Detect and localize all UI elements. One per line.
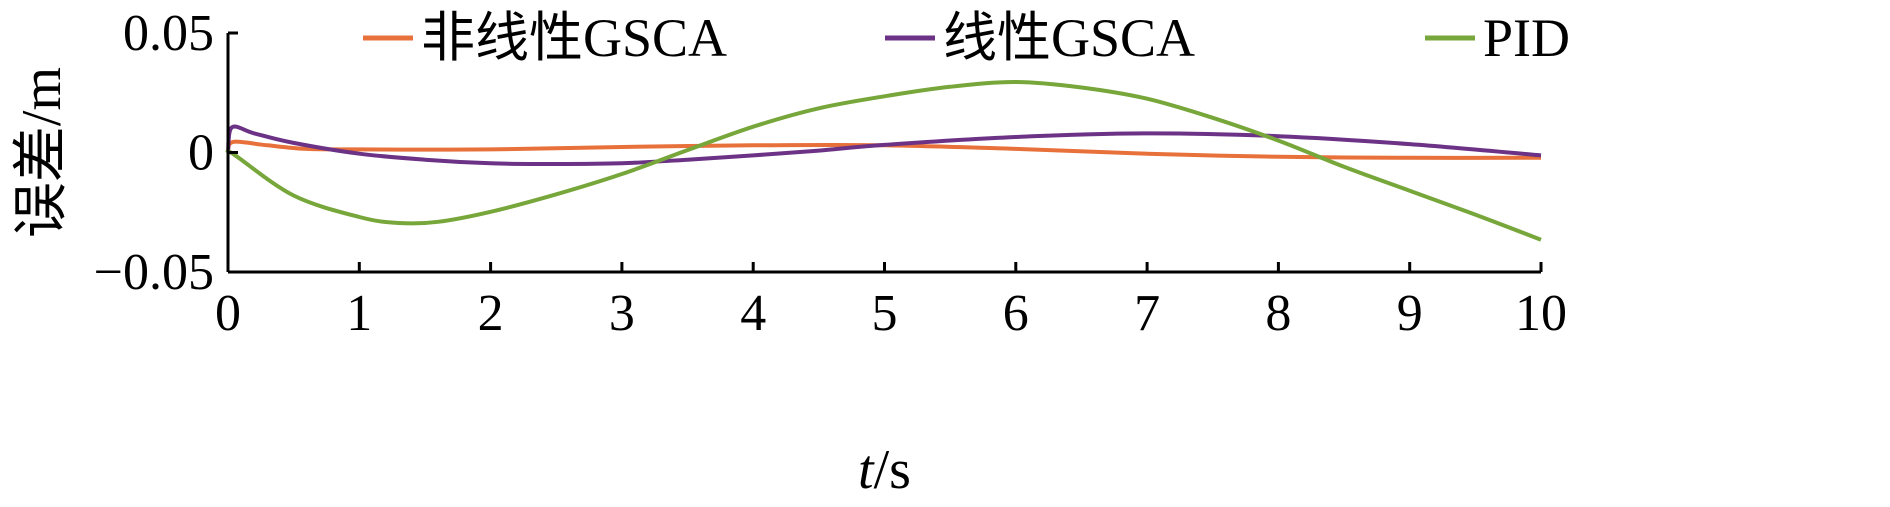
x-tick-label: 2 [478,285,504,342]
series-line-2 [226,124,1542,166]
legend-label: 线性GSCA [943,8,1195,68]
y-tick-label: −0.05 [94,244,214,301]
x-axis-title: t/s [858,439,911,501]
axes [226,33,1541,274]
legend-label: 非线性GSCA [421,8,727,68]
legend-label: PID [1483,8,1570,68]
series-layer [225,79,1542,242]
x-tick-label: 5 [872,285,898,342]
x-tick-label: 10 [1515,285,1567,342]
x-tick-label: 3 [609,285,635,342]
x-tick-label: 1 [346,285,372,342]
x-tick-label: 6 [1003,285,1029,342]
x-tick-label: 9 [1397,285,1423,342]
x-ticks: 0 1 2 3 4 5 6 7 8 9 10 [215,262,1567,342]
x-axis-title-variable: t [858,439,875,501]
x-tick-label: 8 [1265,285,1291,342]
x-axis-title-unit: /s [874,439,911,501]
x-tick-label: 0 [215,285,241,342]
series-line-3 [225,79,1542,242]
legend: 非线性GSCA 线性GSCA PID [363,8,1570,68]
y-tick-label: 0.05 [123,5,214,62]
x-tick-label: 7 [1134,285,1160,342]
series-line-1 [226,139,1542,160]
y-ticks: 0.05 0 −0.05 [94,5,238,301]
y-tick-label: 0 [188,125,214,182]
y-axis-title: 误差/m [11,67,73,238]
x-tick-label: 4 [740,285,766,342]
